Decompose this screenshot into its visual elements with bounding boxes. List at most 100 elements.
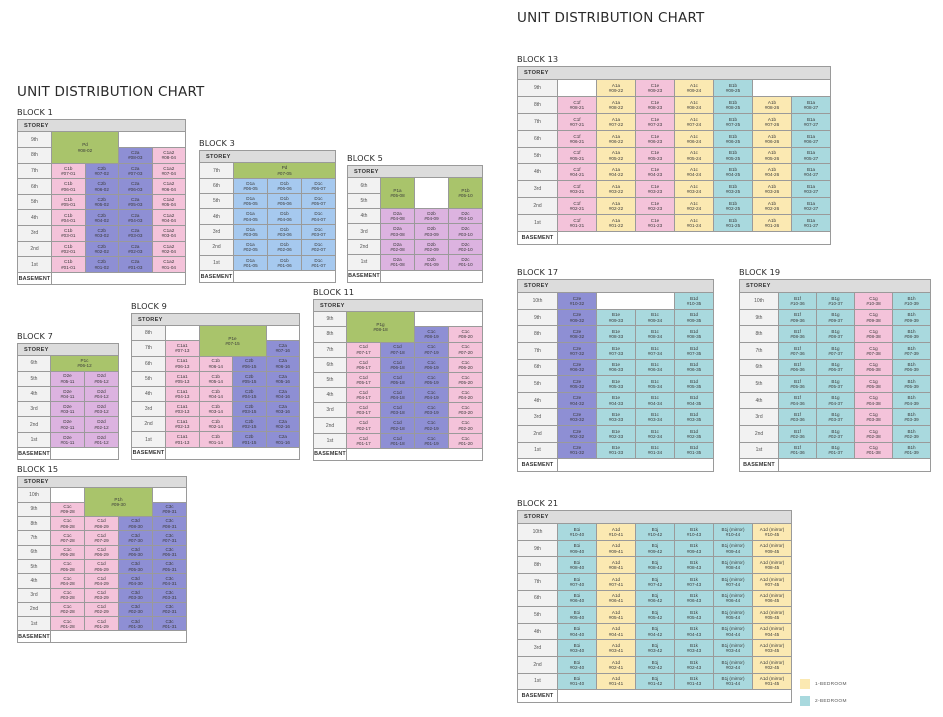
- unit-type: A1d: [611, 676, 621, 682]
- unit-number: #08-04: [161, 155, 176, 161]
- unit-type: C1d: [359, 374, 368, 380]
- unit-type: B1d: [689, 412, 699, 418]
- unit-cell: D2d #05-12: [83, 370, 120, 387]
- unit-cell: B1h #06-39: [891, 358, 932, 377]
- empty-cell: [557, 79, 597, 98]
- unit-number: #02-27: [803, 205, 819, 211]
- unit-cell: C1e #03-23: [635, 180, 675, 199]
- unit-number: #08-41: [608, 565, 624, 571]
- legend-swatch: [800, 696, 810, 706]
- unit-cell: A1d #04-41: [596, 622, 636, 641]
- empty-cell: [414, 177, 449, 210]
- unit-cell: C1c #06-28: [50, 544, 85, 560]
- unit-type: B1f: [794, 345, 801, 351]
- unit-type: C1f: [573, 200, 581, 206]
- unit-number: #04-32: [569, 400, 585, 406]
- unit-cell: C1a2 #08-04: [151, 147, 187, 164]
- unit-type: C2e: [572, 295, 582, 301]
- unit-cell: A1b #01-26: [752, 213, 792, 232]
- unit-number: #05-14: [208, 378, 223, 384]
- storey-label: 6th: [17, 544, 51, 560]
- unit-cell: C1c #08-20: [447, 326, 484, 343]
- unit-type: C2b: [97, 212, 106, 218]
- storey-label: 9th: [17, 501, 51, 518]
- unit-type: A1d: [611, 576, 621, 582]
- unit-number: #05-30: [128, 566, 143, 572]
- unit-type: C1g: [869, 412, 878, 418]
- unit-type: P1e: [228, 335, 237, 341]
- unit-type: B1e: [611, 312, 621, 318]
- unit-cell: C1e #09-23: [635, 79, 675, 98]
- unit-cell: P1a #05-08: [380, 177, 415, 210]
- unit-cell: C3d #03-30: [118, 587, 153, 603]
- unit-cell: A1b #08-26: [752, 96, 792, 115]
- unit-cell: B1c #07-34: [635, 342, 675, 360]
- unit-type: C1c: [461, 405, 470, 411]
- unit-type: B1k: [690, 526, 698, 532]
- unit-cell: C1c #05-19: [414, 371, 449, 389]
- unit-type: C2a: [278, 434, 287, 440]
- unit-number: #08-32: [569, 334, 585, 340]
- unit-type: C1d: [97, 575, 106, 581]
- unit-type: B1h: [907, 412, 916, 418]
- unit-number: #06-21: [569, 138, 585, 144]
- unit-cell: C1f #06-21: [557, 129, 597, 148]
- storey-label: 5th: [517, 146, 558, 165]
- unit-number: #08-33: [608, 334, 624, 340]
- unit-cell: C3d #05-30: [118, 558, 153, 575]
- unit-type: A1d: [611, 593, 621, 599]
- unit-cell: B1h #02-39: [891, 425, 932, 443]
- storey-header: STOREY: [516, 509, 793, 525]
- storey-row: 9th P1g #08-18: [313, 311, 484, 343]
- unit-type: A1d: [611, 609, 621, 615]
- unit-type: A1a: [611, 83, 621, 89]
- unit-type: C1a2: [163, 228, 175, 234]
- unit-cell: B1j #10-42: [635, 523, 675, 541]
- unit-cell: D1c #03-07: [300, 223, 337, 241]
- unit-cell: C2a #02-16: [265, 416, 301, 433]
- unit-type: C1a1: [176, 419, 188, 425]
- storey-label: 9th: [517, 79, 558, 98]
- unit-type: C1e: [650, 150, 660, 156]
- storey-row: 3rd C1d #03-17 C1d #03-18 C1c #03-19 C1c #03-20: [313, 402, 484, 419]
- unit-number: #03-23: [647, 189, 663, 195]
- unit-cell: C2a #05-16: [265, 370, 301, 387]
- storey-row: 10th B1f #10-36 B1g #10-37 C1g #10-38 B1h #10-39: [739, 292, 932, 310]
- unit-type: C1c: [63, 589, 72, 595]
- unit-number: #01-44: [725, 681, 741, 687]
- unit-type: C1c: [427, 374, 436, 380]
- unit-number: #09-30: [111, 502, 126, 508]
- storey-row: 5th C1b #05-01 C2b #05-02 C2a #05-03 C1a2 #05-04: [17, 193, 187, 211]
- unit-cell: C1d #02-17: [346, 417, 381, 434]
- unit-number: #08-42: [647, 565, 663, 571]
- empty-cell: [151, 487, 188, 503]
- unit-cell: C1c #03-19: [414, 402, 449, 419]
- unit-cell: C1d #06-29: [84, 544, 119, 560]
- unit-cell: A1d #06-41: [596, 589, 636, 608]
- unit-cell: B1i #05-40: [557, 606, 597, 624]
- unit-number: #02-10: [458, 247, 473, 253]
- unit-number: #04-35: [686, 400, 702, 406]
- unit-number: #01-37: [828, 450, 843, 456]
- unit-cell: B1d #07-35: [673, 342, 715, 360]
- unit-type: B1g: [831, 445, 840, 451]
- unit-number: #06-30: [128, 552, 143, 558]
- unit-cell: C2e #06-32: [557, 358, 597, 377]
- unit-cell: C1c #04-28: [50, 573, 85, 589]
- empty-cell: [265, 325, 301, 342]
- block-title: BLOCK 11: [313, 287, 355, 297]
- unit-type: D1c: [314, 242, 323, 248]
- legend-label: 1-BEDROOM: [815, 681, 847, 687]
- unit-cell: C1d #04-18: [380, 387, 415, 404]
- unit-cell: B1k #08-43: [674, 556, 714, 575]
- unit-number: #04-16: [275, 394, 290, 399]
- unit-cell: C1e #07-23: [635, 113, 675, 131]
- storey-row: 5th C1a1 #05-13 C1b #05-14 C2b #05-15 C2a #05-16: [131, 370, 301, 387]
- storey-row: 9th Pd #08-02: [17, 131, 187, 164]
- unit-cell: C1d #05-17: [346, 371, 381, 389]
- unit-cell: C2b #03-02: [84, 225, 119, 242]
- unit-type: D2b: [427, 226, 436, 232]
- unit-type: C1a2: [163, 181, 175, 187]
- unit-type: C1d: [359, 359, 368, 365]
- storey-row: 3rd C1b #03-01 C2b #03-02 C2a #03-03 C1a2 #03-04: [17, 225, 187, 242]
